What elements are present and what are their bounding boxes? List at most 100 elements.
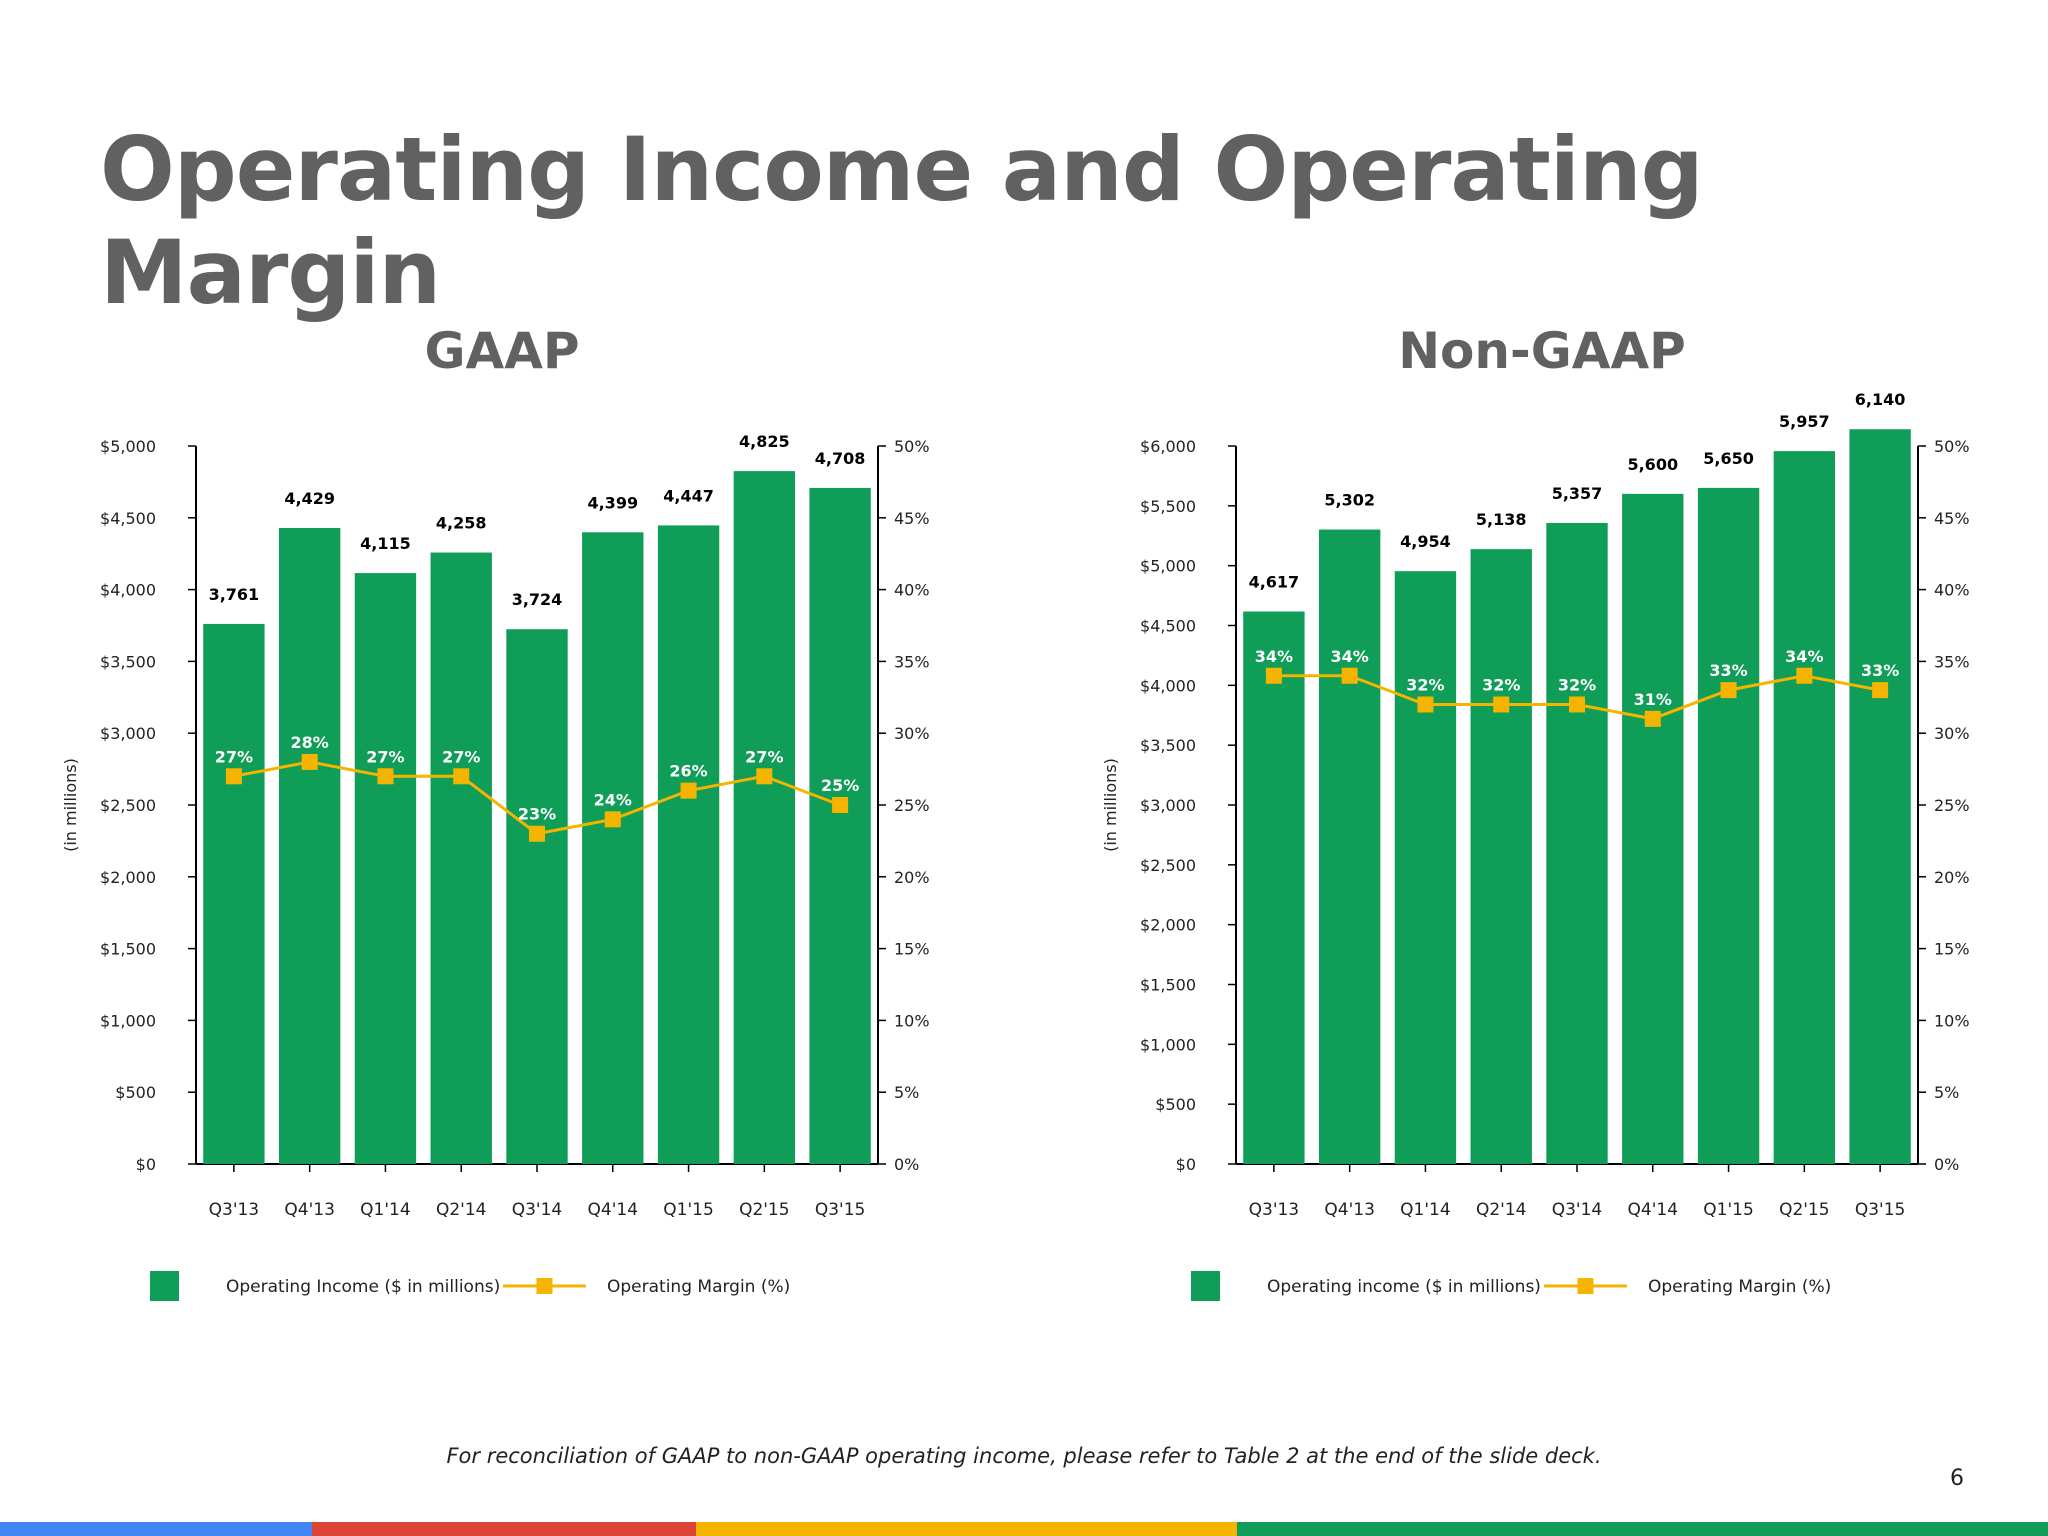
gaap-y-tick-label: $1,000	[100, 1011, 156, 1030]
gaap-bar-value-label: 4,115	[360, 534, 411, 553]
gaap-margin-label: 27%	[215, 747, 253, 766]
gaap-y-tick-label: $2,000	[100, 868, 156, 887]
gaap-bar-value-label: 4,258	[436, 514, 487, 533]
nongaap-margin-label: 32%	[1482, 675, 1520, 694]
nongaap-y2-tick-label: 5%	[1934, 1083, 1959, 1102]
nongaap-margin-marker-6	[1720, 682, 1737, 699]
nongaap-x-tick-label: Q1'15	[1703, 1200, 1754, 1220]
nongaap-y-tick-label: $3,500	[1140, 736, 1196, 755]
gaap-margin-label: 28%	[291, 733, 329, 752]
nongaap-y2-tick-label: 20%	[1934, 868, 1970, 887]
nongaap-bar-7	[1773, 451, 1836, 1165]
nongaap-y-tick-label: $4,000	[1140, 676, 1196, 695]
nongaap-bar-0	[1243, 611, 1305, 1164]
gaap-x-tick-label: Q3'14	[512, 1200, 563, 1220]
gaap-y2-tick-label: 0%	[894, 1155, 919, 1174]
band-green	[1237, 1522, 2048, 1536]
nongaap-margin-marker-5	[1644, 710, 1661, 727]
nongaap-y-tick-label: $2,500	[1140, 856, 1196, 875]
gaap-margin-label: 27%	[745, 747, 783, 766]
nongaap-bar-value-label: 6,140	[1855, 390, 1906, 409]
nongaap-y2-tick-label: 40%	[1934, 581, 1970, 600]
band-red	[312, 1522, 696, 1536]
nongaap-bar-6	[1697, 487, 1760, 1165]
gaap-bar-5	[582, 532, 644, 1164]
nongaap-x-tick-label: Q4'13	[1324, 1200, 1375, 1220]
gaap-margin-marker-8	[832, 797, 849, 813]
nongaap-y-tick-label: $500	[1155, 1095, 1196, 1114]
nongaap-y-tick-label: $6,000	[1140, 437, 1196, 456]
nongaap-bar-2	[1394, 571, 1457, 1164]
nongaap-legend-bar-label: Operating income ($ in millions)	[1267, 1277, 1541, 1297]
nongaap-x-tick-label: Q4'14	[1628, 1200, 1679, 1220]
gaap-margin-label: 24%	[594, 790, 632, 809]
gaap-x-tick-label: Q1'14	[360, 1200, 411, 1220]
gaap-bar-value-label: 4,399	[587, 493, 638, 512]
nongaap-margin-marker-4	[1569, 696, 1585, 713]
nongaap-y2-tick-label: 25%	[1934, 796, 1970, 815]
gaap-y2-tick-label: 50%	[894, 437, 930, 456]
nongaap-margin-label: 32%	[1558, 675, 1596, 694]
nongaap-legend-line-label: Operating Margin (%)	[1648, 1277, 1831, 1297]
gaap-y-tick-label: $4,000	[100, 581, 156, 600]
gaap-legend-bar-swatch	[150, 1271, 179, 1301]
nongaap-y-axis-title: (in millions)	[1101, 758, 1120, 852]
gaap-legend-line-label: Operating Margin (%)	[607, 1277, 790, 1297]
nongaap-y-tick-label: $5,500	[1140, 497, 1196, 516]
nongaap-legend-bar-swatch	[1191, 1271, 1220, 1301]
gaap-legend-bar-label: Operating Income ($ in millions)	[226, 1277, 500, 1297]
nongaap-x-tick-label: Q3'13	[1249, 1200, 1300, 1220]
nongaap-bar-5	[1622, 493, 1684, 1164]
nongaap-margin-label: 31%	[1634, 690, 1672, 709]
gaap-bar-8	[809, 487, 871, 1164]
gaap-y2-tick-label: 25%	[894, 796, 930, 815]
gaap-bar-4	[506, 629, 568, 1164]
band-blue	[0, 1522, 312, 1536]
nongaap-y-tick-label: $1,000	[1140, 1035, 1196, 1054]
nongaap-y-tick-label: $4,500	[1140, 617, 1196, 636]
gaap-margin-label: 23%	[518, 805, 556, 824]
gaap-y-tick-label: $3,500	[100, 652, 156, 671]
nongaap-bar-4	[1546, 522, 1608, 1164]
gaap-y-tick-label: $2,500	[100, 796, 156, 815]
gaap-chart-title: GAAP	[424, 322, 580, 380]
nongaap-bar-value-label: 5,650	[1703, 449, 1754, 468]
nongaap-margin-label: 34%	[1255, 647, 1293, 666]
nongaap-bar-value-label: 4,617	[1249, 572, 1300, 591]
gaap-y-tick-label: $3,000	[100, 724, 156, 743]
gaap-margin-label: 27%	[366, 747, 404, 766]
gaap-y-tick-label: $5,000	[100, 437, 156, 456]
gaap-bar-value-label: 4,825	[739, 432, 790, 451]
gaap-x-tick-label: Q2'14	[436, 1200, 487, 1220]
gaap-bar-value-label: 4,708	[815, 449, 866, 468]
gaap-y2-tick-label: 35%	[894, 652, 930, 671]
nongaap-x-tick-label: Q2'15	[1779, 1200, 1830, 1220]
gaap-y-axis-title: (in millions)	[61, 758, 80, 852]
gaap-y2-tick-label: 10%	[894, 1011, 930, 1030]
nongaap-margin-label: 33%	[1709, 661, 1747, 680]
nongaap-x-tick-label: Q3'14	[1552, 1200, 1603, 1220]
gaap-margin-marker-3	[453, 768, 470, 785]
nongaap-margin-marker-0	[1265, 667, 1282, 684]
nongaap-margin-marker-8	[1872, 682, 1889, 699]
gaap-y2-tick-label: 15%	[894, 940, 930, 959]
band-yellow	[696, 1522, 1237, 1536]
nongaap-bar-value-label: 5,600	[1627, 455, 1678, 474]
nongaap-margin-label: 33%	[1861, 661, 1899, 680]
nongaap-x-tick-label: Q1'14	[1400, 1200, 1451, 1220]
nongaap-bar-value-label: 4,954	[1400, 532, 1451, 551]
gaap-margin-marker-1	[301, 753, 318, 770]
gaap-y2-tick-label: 20%	[894, 868, 930, 887]
gaap-bar-value-label: 3,761	[209, 585, 260, 604]
gaap-y-tick-label: $4,500	[100, 509, 156, 528]
gaap-bar-0	[203, 623, 265, 1164]
nongaap-bar-3	[1470, 549, 1532, 1164]
nongaap-bar-1	[1318, 529, 1381, 1164]
gaap-x-tick-label: Q1'15	[663, 1200, 714, 1220]
nongaap-y2-tick-label: 35%	[1934, 652, 1970, 671]
gaap-y-tick-label: $0	[136, 1155, 156, 1174]
nongaap-margin-marker-3	[1493, 696, 1510, 713]
nongaap-margin-label: 32%	[1406, 675, 1444, 694]
nongaap-y2-tick-label: 50%	[1934, 437, 1970, 456]
